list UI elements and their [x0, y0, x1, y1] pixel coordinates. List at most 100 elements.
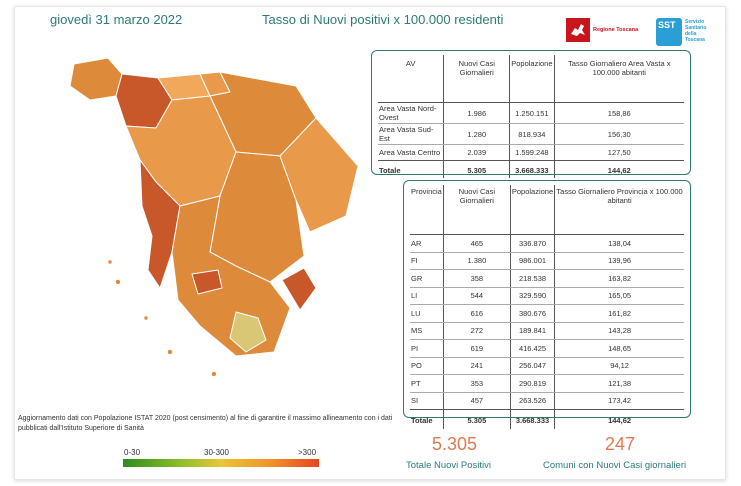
prov-code: MS: [410, 322, 444, 340]
table-row[interactable]: GR 358 218.538 163,82: [410, 269, 684, 288]
comuni-value: 247: [605, 434, 636, 454]
island-marker: [115, 279, 121, 285]
prov-population: 329.590: [509, 287, 555, 305]
av-population: 818.934: [509, 123, 555, 145]
av-cases: 1.986: [443, 102, 510, 124]
prov-code: SI: [411, 396, 419, 406]
table-row[interactable]: Area Vasta Nord-Ovest 1.986 1.250.151 15…: [378, 102, 684, 124]
prov-cases: 457: [442, 392, 511, 410]
table-row[interactable]: MS 272 189.841 143,28: [410, 322, 684, 340]
prov-rate: 161,82: [554, 304, 684, 323]
table-row[interactable]: LU 616 380.676 161,82: [410, 304, 684, 323]
prov-population: 290.819: [509, 374, 555, 393]
provincia-table: Provincia Nuovi Casi Giornalieri Popolaz…: [403, 180, 691, 429]
total-rate: 144,62: [554, 409, 684, 429]
map-region-ar[interactable]: [279, 117, 359, 233]
regione-toscana-label: Regione Toscana: [593, 27, 639, 33]
av-cases: 2.039: [443, 144, 510, 161]
total-label: Totale: [378, 160, 444, 178]
island-marker: [211, 371, 217, 377]
av-population: 1.599.248: [509, 144, 555, 161]
av-col-header-label: Tasso Giornaliero Area Vasta x 100.000 a…: [568, 59, 671, 77]
av-col-header[interactable]: Nuovi Casi Giornalieri: [443, 55, 510, 103]
footnote: Aggiornamento dati con Popolazione ISTAT…: [18, 415, 393, 432]
prov-code: AR: [410, 234, 444, 253]
pegasus-icon: [566, 18, 590, 42]
prov-population: 416.425: [509, 339, 555, 358]
av-rate: 127,50: [553, 144, 684, 161]
map-region-gr[interactable]: [171, 195, 291, 357]
av-cases: 1.280: [443, 123, 510, 145]
av-col-header-sorted[interactable]: Tasso Giornaliero Area Vasta x 100.000 a…: [553, 55, 684, 103]
table-row[interactable]: PT 353 290.819 121,38: [410, 374, 684, 393]
prov-cases: 619: [442, 339, 511, 358]
table-row[interactable]: PI 619 416.425 148,65: [410, 339, 684, 358]
prov-cases: 616: [442, 304, 511, 323]
total-cases: 5.305: [442, 409, 511, 429]
table-row[interactable]: Area Vasta Sud-Est 1.280 818.934 156,30: [378, 123, 684, 145]
prov-col-header[interactable]: Tasso Giornaliero Provincia x 100.000 ab…: [554, 185, 684, 235]
prov-rate: 94,12: [554, 357, 684, 375]
total-rate: 144,62: [553, 160, 684, 178]
prov-population: 256.047: [509, 357, 555, 375]
island-marker: [167, 349, 173, 355]
av-population: 1.250.151: [509, 102, 555, 124]
table-row[interactable]: FI 1.380 986.001 139,96: [410, 252, 684, 270]
prov-code: GR: [410, 269, 444, 288]
legend-label-mid: 30-300: [204, 448, 229, 457]
prov-rate: 121,38: [554, 374, 684, 393]
area-vasta-table: AV Nuovi Casi Giornalieri Popolazione Ta…: [371, 50, 691, 178]
prov-cases: 272: [442, 322, 511, 340]
table-row[interactable]: PO 241 256.047 94,12: [410, 357, 684, 375]
total-positives-value: 5.305: [432, 434, 478, 454]
legend-label-high: >300: [298, 448, 317, 457]
sst-label: Servizio Sanitario della Toscana: [685, 19, 707, 43]
prov-col-header[interactable]: Provincia: [410, 185, 444, 235]
prov-code: LU: [410, 304, 444, 323]
prov-population: 218.538: [509, 269, 555, 288]
tuscany-map: [69, 57, 359, 377]
page-title: Tasso di Nuovi positivi x 100.000 reside…: [262, 12, 504, 27]
legend-gradient-bar: [123, 459, 319, 467]
prov-rate: 139,96: [554, 252, 684, 270]
map-area-dark-south[interactable]: [281, 267, 317, 311]
regione-toscana-logo: Regione Toscana: [566, 18, 639, 42]
prov-cases: 465: [442, 234, 511, 253]
av-name: Area Vasta Centro: [379, 148, 441, 157]
prov-cases: 544: [442, 287, 511, 305]
total-row: Totale 5.305 3.668.333 144,62: [378, 160, 684, 178]
prov-cases: 241: [442, 357, 511, 375]
total-row: Totale 5.305 3.668.333 144,62: [410, 409, 684, 429]
date-label: giovedì 31 marzo 2022: [50, 12, 183, 27]
av-name: Area Vasta Sud-Est: [378, 123, 444, 145]
table-row[interactable]: LI 544 329.590 165,05: [410, 287, 684, 305]
prov-col-header[interactable]: Nuovi Casi Giornalieri: [442, 185, 511, 235]
prov-population: 263.526: [509, 392, 555, 410]
prov-population: 380.676: [509, 304, 555, 323]
prov-code: PI: [410, 339, 444, 358]
av-rate: 158,86: [553, 102, 684, 124]
prov-col-header[interactable]: Popolazione: [509, 185, 555, 235]
av-name: Area Vasta Nord-Ovest: [378, 102, 444, 124]
map-region-ms[interactable]: [69, 57, 123, 101]
total-label: Totale: [410, 409, 444, 429]
table-row[interactable]: AR 465 336.870 138,04: [410, 234, 684, 253]
table-row[interactable]: Area Vasta Centro 2.039 1.599.248 127,50: [378, 144, 684, 161]
prov-population: 336.870: [509, 234, 555, 253]
map-area-dark-coast[interactable]: [191, 269, 223, 295]
island-marker: [143, 315, 149, 321]
table-row[interactable]: SI 457 263.526 173,42: [410, 392, 684, 410]
av-rate: 156,30: [553, 123, 684, 145]
av-col-header[interactable]: AV: [378, 55, 444, 103]
av-col-header[interactable]: Popolazione: [509, 55, 555, 103]
legend-label-low: 0-30: [124, 448, 141, 457]
prov-rate: 148,65: [554, 339, 684, 358]
comuni-label: Comuni con Nuovi Casi giornalieri: [543, 460, 687, 471]
map-region-li[interactable]: [139, 159, 181, 289]
map-area-pale[interactable]: [229, 311, 267, 353]
prov-rate: 165,05: [554, 287, 684, 305]
sst-icon: SST: [656, 18, 682, 46]
total-cases: 5.305: [443, 160, 510, 178]
total-population: 3.668.333: [509, 409, 555, 429]
sst-logo: SST Servizio Sanitario della Toscana: [656, 18, 716, 48]
